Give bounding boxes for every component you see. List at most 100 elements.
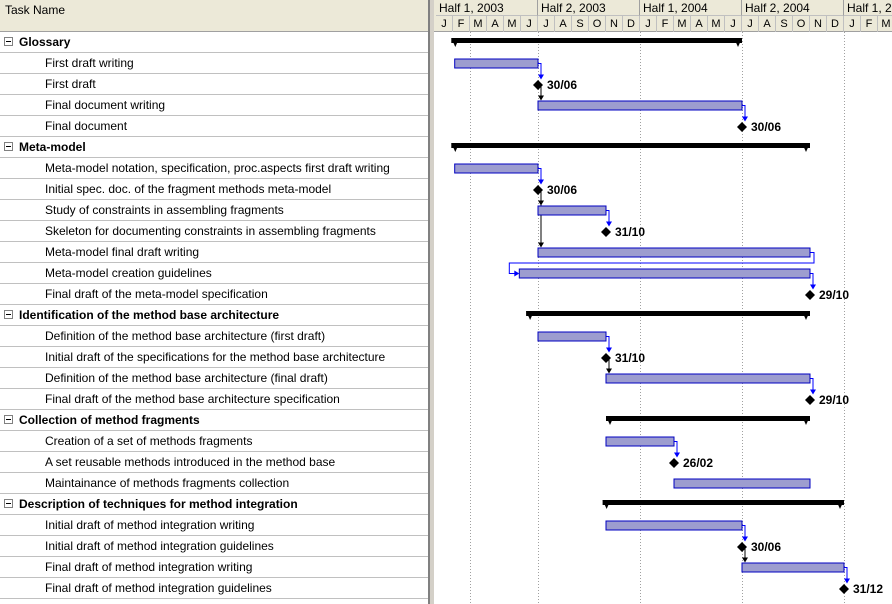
milestone-diamond [601, 353, 611, 363]
timescale-month: N [810, 16, 827, 32]
task-row[interactable]: Final document writing [0, 95, 428, 116]
collapse-toggle-icon[interactable] [4, 499, 13, 508]
dependency-arrowhead [606, 221, 612, 227]
timescale-month: J [742, 16, 759, 32]
summary-task-row[interactable]: Meta-model [0, 137, 428, 158]
task-name: Initial draft of method integration guid… [45, 539, 274, 553]
task-row[interactable]: Meta-model final draft writing [0, 242, 428, 263]
timescale-month: S [572, 16, 589, 32]
task-bar [518, 268, 811, 279]
task-row[interactable]: Final draft of the meta-model specificat… [0, 284, 428, 305]
summary-task-row[interactable]: Collection of method fragments [0, 410, 428, 431]
summary-task-row[interactable]: Glossary [0, 32, 428, 53]
task-row[interactable]: Definition of the method base architectu… [0, 326, 428, 347]
task-row[interactable]: Final draft of method integration guidel… [0, 578, 428, 599]
task-row[interactable]: Initial draft of method integration guid… [0, 536, 428, 557]
dependency-link [538, 63, 542, 79]
summary-task-row[interactable]: Identification of the method base archit… [0, 305, 428, 326]
task-row[interactable]: Final document [0, 116, 428, 137]
timescale-month: M [504, 16, 521, 32]
collapse-toggle-icon[interactable] [4, 37, 13, 46]
task-row[interactable]: Initial draft of method integration writ… [0, 515, 428, 536]
task-name: Skeleton for documenting constraints in … [45, 224, 376, 238]
task-row[interactable]: Study of constraints in assembling fragm… [0, 200, 428, 221]
summary-bar-end-cap [802, 143, 810, 152]
task-row[interactable]: Definition of the method base architectu… [0, 368, 428, 389]
milestone-diamond [737, 542, 747, 552]
milestone-diamond [533, 80, 543, 90]
timescale-half-year: Half 2, 2004 [742, 0, 844, 16]
timescale-month: M [708, 16, 725, 32]
task-row[interactable]: Meta-model notation, specification, proc… [0, 158, 428, 179]
column-header-task-name[interactable]: Task Name [0, 0, 428, 32]
dependency-arrowhead [606, 347, 612, 353]
summary-bar-start-cap [451, 143, 460, 152]
timescale-month: D [623, 16, 640, 32]
dependency-link [538, 168, 542, 184]
milestone-diamond [805, 290, 815, 300]
timescale-month: A [759, 16, 776, 32]
summary-bar-start-cap [602, 500, 611, 509]
collapse-toggle-icon[interactable] [4, 310, 13, 319]
milestone-date-label: 31/10 [615, 225, 645, 239]
task-name: Final draft of method integration writin… [45, 560, 253, 574]
timescale-month: F [453, 16, 470, 32]
task-row[interactable]: Final draft of method integration writin… [0, 557, 428, 578]
pane-splitter[interactable] [429, 0, 434, 604]
timescale-month: D [827, 16, 844, 32]
task-bar [605, 436, 675, 447]
task-row[interactable]: Initial spec. doc. of the fragment metho… [0, 179, 428, 200]
timescale-month: O [793, 16, 810, 32]
task-row[interactable]: Creation of a set of methods fragments [0, 431, 428, 452]
task-row[interactable]: Final draft of the method base architect… [0, 389, 428, 410]
dependency-arrowhead [674, 452, 680, 458]
task-bar [673, 478, 811, 489]
milestone-date-label: 30/06 [547, 183, 577, 197]
task-bar [537, 205, 607, 216]
timescale-month: J [521, 16, 538, 32]
task-bar [741, 562, 845, 573]
task-bar [605, 520, 743, 531]
task-name: First draft writing [45, 56, 134, 70]
task-name: Identification of the method base archit… [19, 308, 280, 322]
task-row[interactable]: Skeleton for documenting constraints in … [0, 221, 428, 242]
task-name: Meta-model notation, specification, proc… [45, 161, 390, 175]
task-name: Final document [45, 119, 128, 133]
task-row[interactable]: First draft writing [0, 53, 428, 74]
task-name: Creation of a set of methods fragments [45, 434, 253, 448]
dependency-link [742, 105, 746, 121]
milestone-diamond [601, 227, 611, 237]
timescale-month: J [640, 16, 657, 32]
milestone-diamond [805, 395, 815, 405]
collapse-toggle-icon[interactable] [4, 142, 13, 151]
task-name: Description of techniques for method int… [19, 497, 298, 511]
dependency-arrowhead [514, 270, 520, 277]
summary-task-row[interactable]: Description of techniques for method int… [0, 494, 428, 515]
timescale-month: M [674, 16, 691, 32]
summary-bar-end-cap [802, 416, 810, 425]
dependency-link [606, 210, 610, 226]
task-name: Definition of the method base architectu… [45, 329, 326, 343]
summary-bar-end-cap [734, 38, 742, 47]
task-row[interactable]: Maintainance of methods fragments collec… [0, 473, 428, 494]
task-row[interactable]: First draft [0, 74, 428, 95]
timescale-half-year: Half 1, 2004 [640, 0, 742, 16]
summary-bar [451, 38, 742, 43]
task-row[interactable]: A set reusable methods introduced in the… [0, 452, 428, 473]
task-bar [454, 58, 539, 69]
task-name: Study of constraints in assembling fragm… [45, 203, 284, 217]
task-row[interactable]: Initial draft of the specifications for … [0, 347, 428, 368]
task-name: Definition of the method base architectu… [45, 371, 328, 385]
milestone-date-label: 31/12 [853, 582, 883, 596]
task-name: Collection of method fragments [19, 413, 200, 427]
collapse-toggle-icon[interactable] [4, 415, 13, 424]
task-name: Final document writing [45, 98, 166, 112]
dependency-arrowhead [538, 74, 544, 80]
summary-bar-start-cap [451, 38, 460, 47]
timescale-month: J [538, 16, 555, 32]
summary-bar-end-cap [802, 311, 810, 320]
task-name: Maintainance of methods fragments collec… [45, 476, 290, 490]
task-row[interactable]: Meta-model creation guidelines [0, 263, 428, 284]
timescale-month: J [844, 16, 861, 32]
